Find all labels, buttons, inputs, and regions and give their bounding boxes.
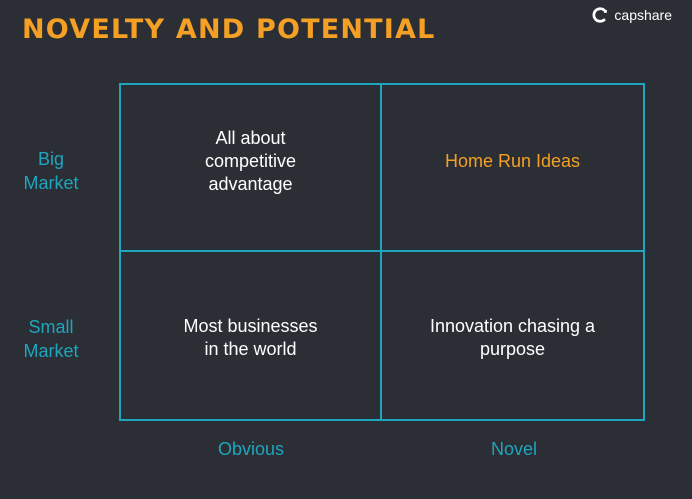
capshare-logo-icon [592,7,608,23]
quadrant-bottom-right-text: Innovation chasing a purpose [429,315,596,359]
quadrant-bottom-left-text: Most businesses in the world [183,315,318,359]
quadrant-top-right: Home Run Ideas [382,85,643,252]
quadrant-bottom-right: Innovation chasing a purpose [382,252,643,419]
capshare-logo[interactable]: capshare [591,6,672,24]
quadrant-top-right-text: Home Run Ideas [444,151,581,171]
quadrant-top-left: All about competitive advantage [121,85,382,252]
x-label-obvious: Obvious [217,439,285,459]
logo-text: capshare [614,7,672,23]
x-label-novel: Novel [490,439,538,459]
quadrant-grid: All about competitive advantage Home Run… [119,83,645,421]
page-title: NOVELTY AND POTENTIAL [22,14,436,45]
quadrant-bottom-left: Most businesses in the world [121,252,382,419]
quadrant-top-left-text: All about competitive advantage [204,128,297,194]
y-label-small-market: Small Market [23,317,79,361]
y-label-big-market: Big Market [23,149,79,193]
